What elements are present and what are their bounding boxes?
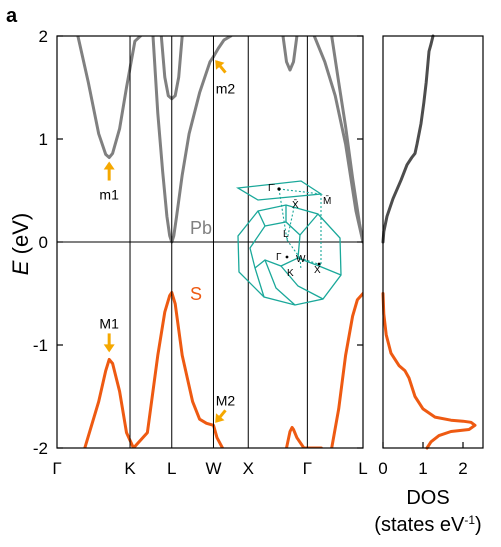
bz-point-x — [317, 262, 321, 266]
bz-label-l: L — [283, 229, 289, 240]
bz-point-gamma — [285, 255, 289, 259]
energy-axis-unit: (eV) — [8, 213, 33, 261]
bz-projection-line-1 — [278, 188, 288, 241]
dos-panel: 0 1 2 DOS (states eV-1) — [374, 34, 484, 536]
bz-right-edge — [299, 213, 319, 236]
kpath-label-gamma-5: Γ — [303, 459, 312, 478]
bz-back-edge — [280, 265, 324, 300]
dos-valence-curve-0 — [381, 292, 477, 450]
energy-tick-label: 1 — [39, 130, 48, 149]
m2-label: m2 — [216, 81, 236, 97]
kpath-label-x-4: X — [243, 459, 254, 478]
conduction-band-line-8 — [312, 36, 363, 244]
bz-label-gamma-bar: Γ̄ — [268, 183, 276, 194]
valence-band-line-1 — [285, 425, 323, 448]
s-label: S — [190, 284, 202, 304]
dos-tick-label: 2 — [458, 459, 467, 478]
kpath-label-k-1: K — [124, 459, 136, 478]
m2-arrow — [215, 60, 227, 74]
conduction-band-line-3 — [76, 36, 142, 159]
kpath-label-gamma-0: Γ — [52, 459, 61, 478]
M2-arrow — [215, 409, 227, 423]
m1-arrow — [103, 161, 115, 181]
bz-label-w: W — [296, 254, 306, 265]
bz-label-k: K — [287, 268, 294, 279]
kpath-label-l-2: L — [167, 459, 176, 478]
bz-square-face — [264, 259, 296, 306]
valence-band-line-2 — [330, 292, 363, 448]
dos-series-group — [381, 34, 477, 450]
brillouin-zone-labels: Γ̄ M̄ X̄ L Γ W K X — [268, 183, 331, 279]
valence-band-line-0 — [83, 291, 224, 448]
annotation-group: m1 m2 M1 M2 — [99, 60, 235, 423]
bz-label-x: X — [314, 265, 321, 276]
kpath-label-w-3: W — [205, 459, 221, 478]
panel-label: a — [6, 5, 18, 27]
M1-label: M1 — [99, 315, 119, 331]
bz-label-x-bar: X̄ — [292, 198, 299, 211]
energy-tick-label: 2 — [39, 27, 48, 46]
dos-conduction-curve-1 — [381, 34, 435, 244]
dos-axis-label: DOS — [406, 487, 449, 509]
M2-label: M2 — [216, 392, 236, 408]
dos-axes-frame — [382, 35, 484, 449]
conduction-band-line-4 — [151, 36, 215, 244]
bz-hexagon-face-left — [249, 210, 266, 298]
dos-plot-border — [382, 35, 484, 449]
energy-tick-label: -1 — [33, 336, 48, 355]
energy-ticks: -2 -1 0 1 2 — [33, 27, 363, 458]
dos-axis-unit: (states eV-1) — [374, 513, 481, 536]
kpath-label-l-6: L — [358, 459, 367, 478]
dos-unit-main: (states eV — [374, 514, 465, 536]
dos-unit-superscript: -1 — [464, 513, 475, 527]
energy-tick-label: 0 — [39, 233, 48, 252]
bz-label-gamma: Γ — [276, 252, 282, 263]
energy-axis-symbol: E — [8, 260, 33, 275]
conduction-band-line-6 — [212, 36, 233, 59]
conduction-band-line-7 — [281, 36, 299, 72]
bz-label-m-bar: M̄ — [323, 194, 331, 207]
brillouin-zone-inset — [236, 180, 342, 306]
dos-tick-label: 1 — [418, 459, 427, 478]
bz-projection-line-3 — [278, 188, 322, 195]
bz-point-gamma-bar — [277, 187, 281, 191]
dos-tick-label: 0 — [378, 459, 387, 478]
bz-lower-edge — [297, 257, 342, 276]
m1-label: m1 — [99, 187, 119, 203]
energy-tick-label: -2 — [33, 439, 48, 458]
dos-unit-close: ) — [475, 514, 482, 536]
dos-ticks: 0 1 2 — [378, 442, 468, 478]
energy-axis-label: E (eV) — [8, 213, 33, 275]
pb-label: Pb — [190, 218, 212, 238]
bz-octagon-outline — [237, 204, 342, 306]
M1-arrow — [103, 333, 115, 353]
conduction-band-line-9 — [330, 36, 363, 244]
